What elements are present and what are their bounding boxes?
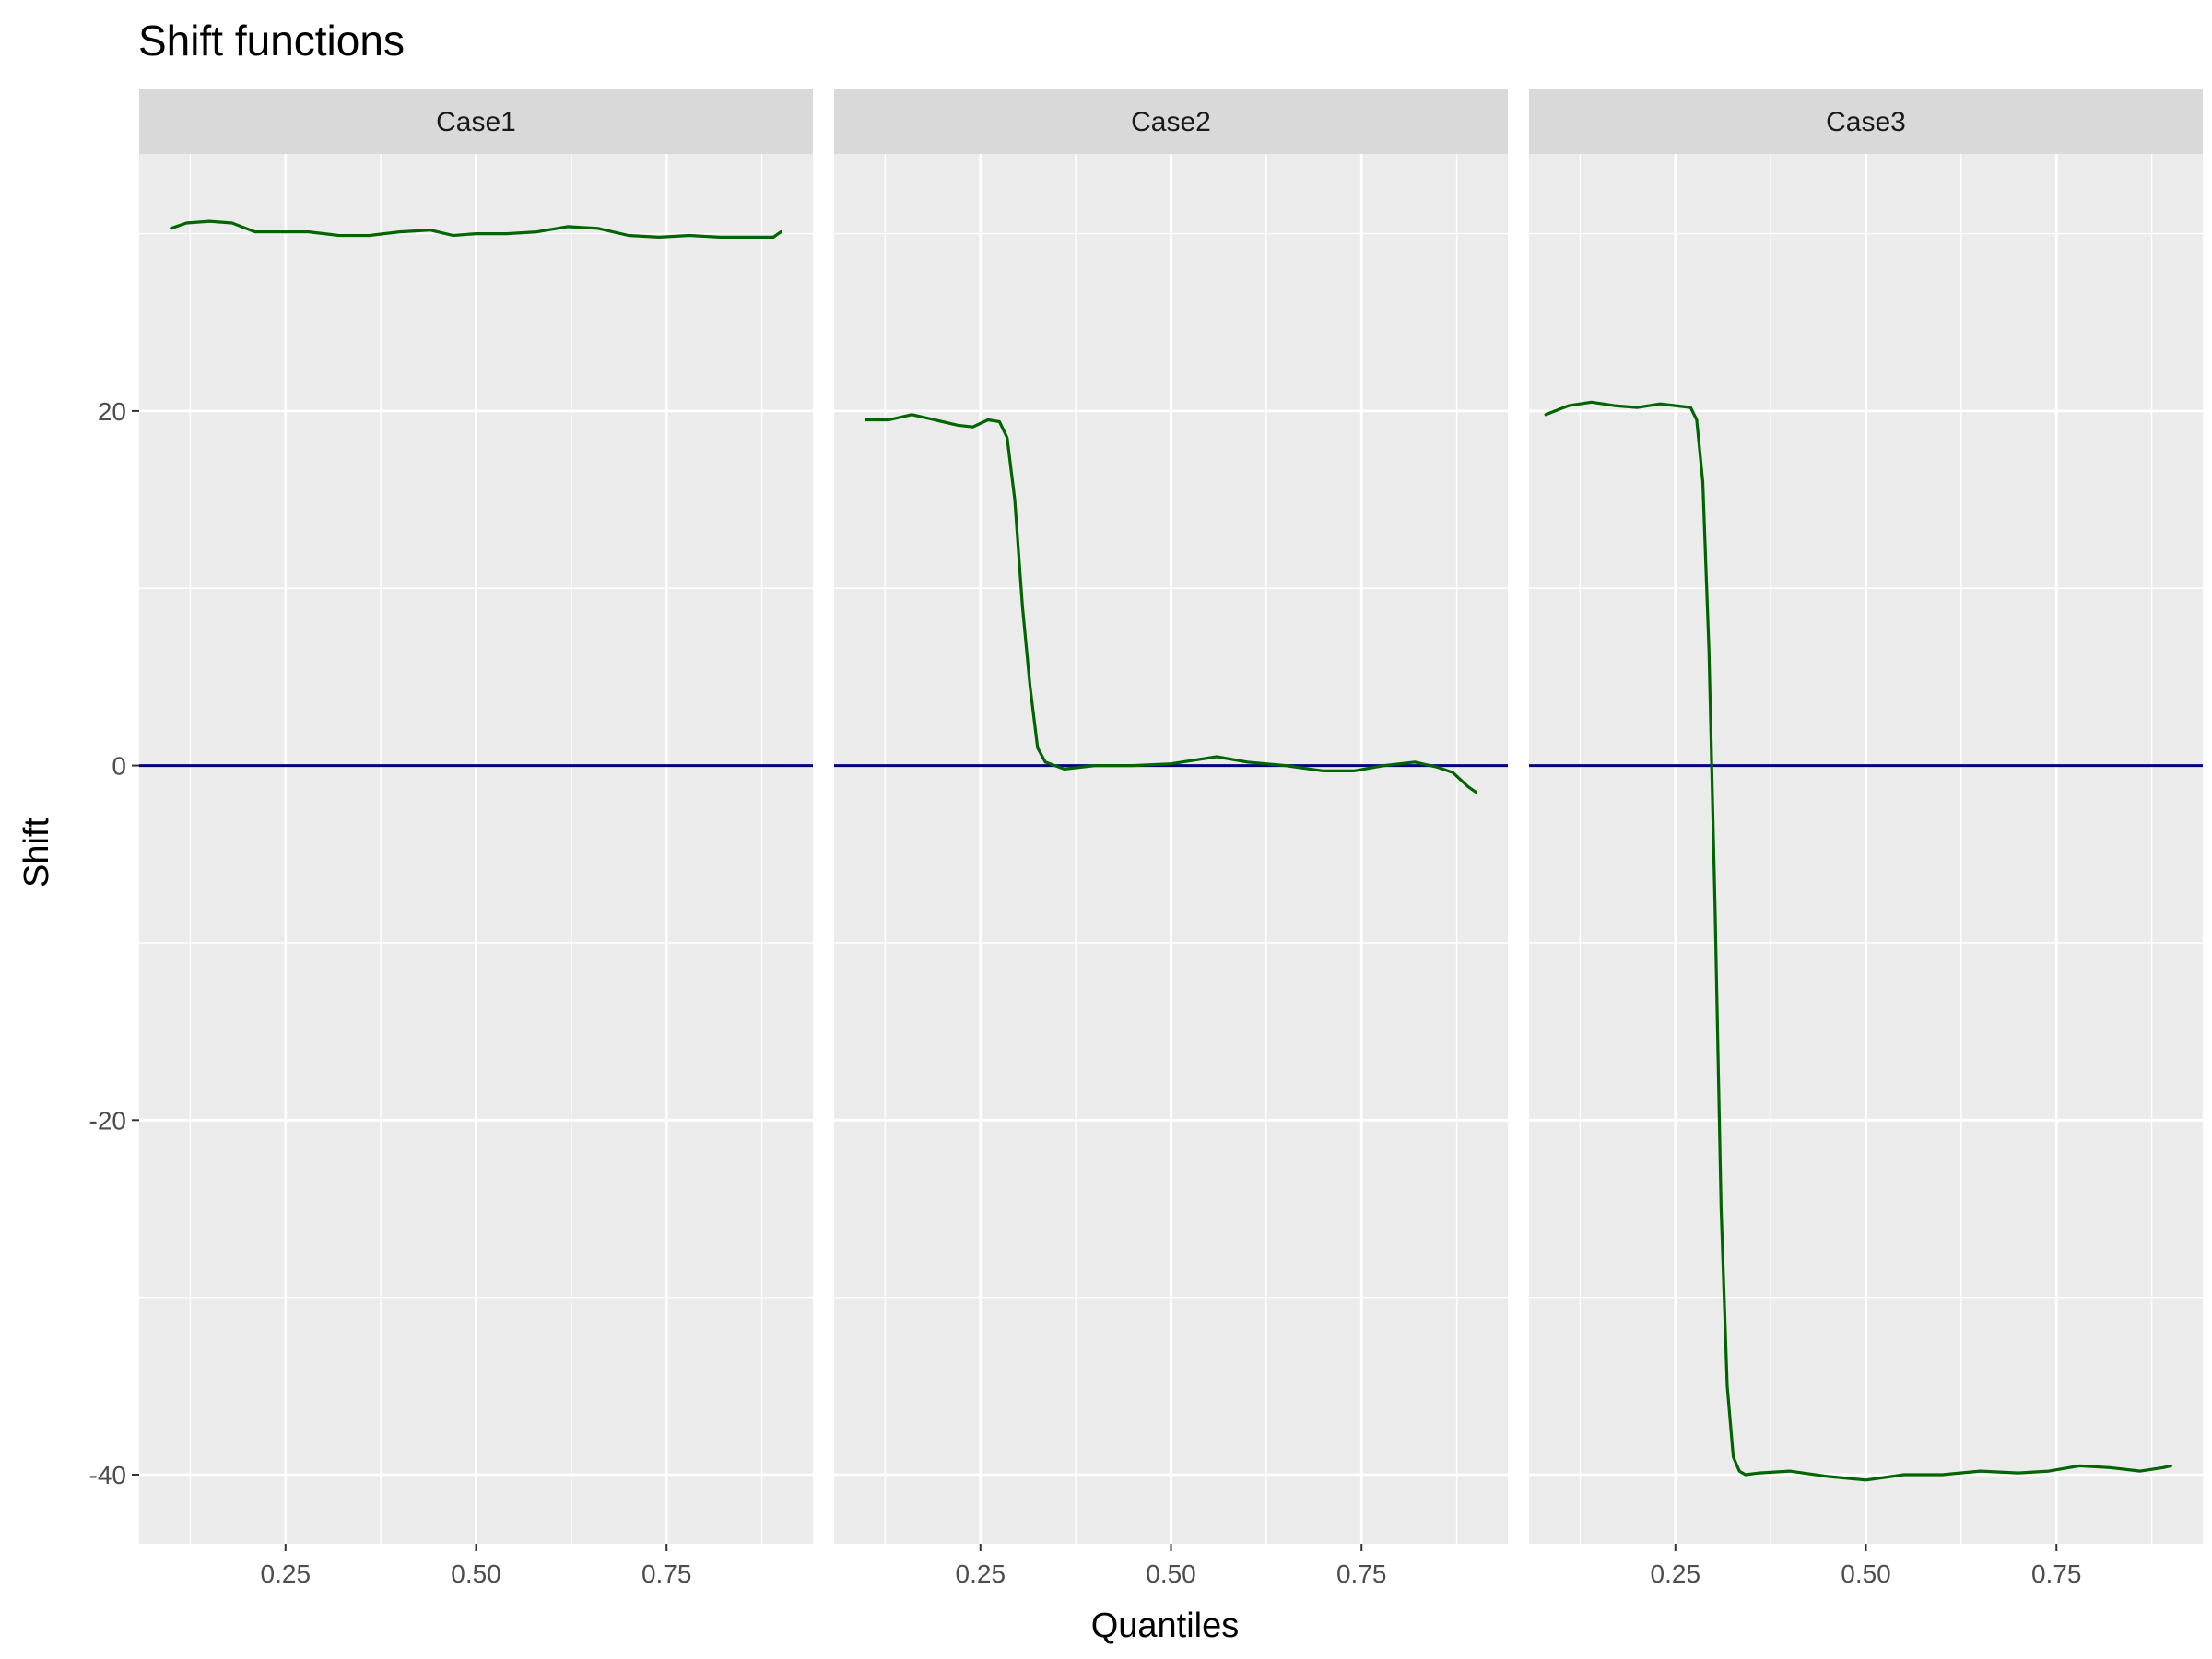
x-tick-label: 0.25 <box>956 1559 1006 1588</box>
x-tick-label: 0.75 <box>1336 1559 1387 1588</box>
facet-strip-label: Case3 <box>1826 107 1906 137</box>
facet-strip-label: Case1 <box>436 107 516 137</box>
x-axis-title: Quantiles <box>1091 1606 1240 1645</box>
facet-panel-case1: Case1 0.25 0.50 0.75 <box>139 89 813 1588</box>
plot-title: Shift functions <box>138 17 405 65</box>
x-tick-label: 0.75 <box>2031 1559 2082 1588</box>
facet-strip-label: Case2 <box>1131 107 1211 137</box>
facet-strip <box>834 89 1508 154</box>
facet-panel-case2: Case2 0.25 0.50 0.75 <box>834 89 1508 1588</box>
facet-panel-case3: Case3 0.25 0.50 0.75 <box>1529 89 2203 1588</box>
facet-strip <box>139 89 813 154</box>
y-axis: -40 -20 0 20 <box>89 397 139 1489</box>
x-tick-label: 0.75 <box>641 1559 692 1588</box>
shift-function-line-case3 <box>1544 400 2172 1482</box>
shift-function-line-case2 <box>865 413 1477 794</box>
x-tick-label: 0.25 <box>1651 1559 1701 1588</box>
facet-panels: Case1 0.25 0.50 0.75 Case2 0.25 0.50 0.75 Case3 0… <box>139 89 2203 1588</box>
y-tick-label: -40 <box>89 1461 126 1489</box>
y-axis-title: Shift <box>18 818 56 888</box>
shift-function-line-case1 <box>170 219 782 239</box>
x-tick-label: 0.25 <box>261 1559 312 1588</box>
y-tick-label: -20 <box>89 1106 126 1135</box>
y-tick-label: 20 <box>98 397 126 426</box>
facet-strip <box>1529 89 2203 154</box>
y-tick-label: 0 <box>112 752 126 781</box>
x-tick-label: 0.50 <box>1841 1559 1891 1588</box>
x-tick-label: 0.50 <box>1146 1559 1196 1588</box>
x-tick-label: 0.50 <box>451 1559 501 1588</box>
